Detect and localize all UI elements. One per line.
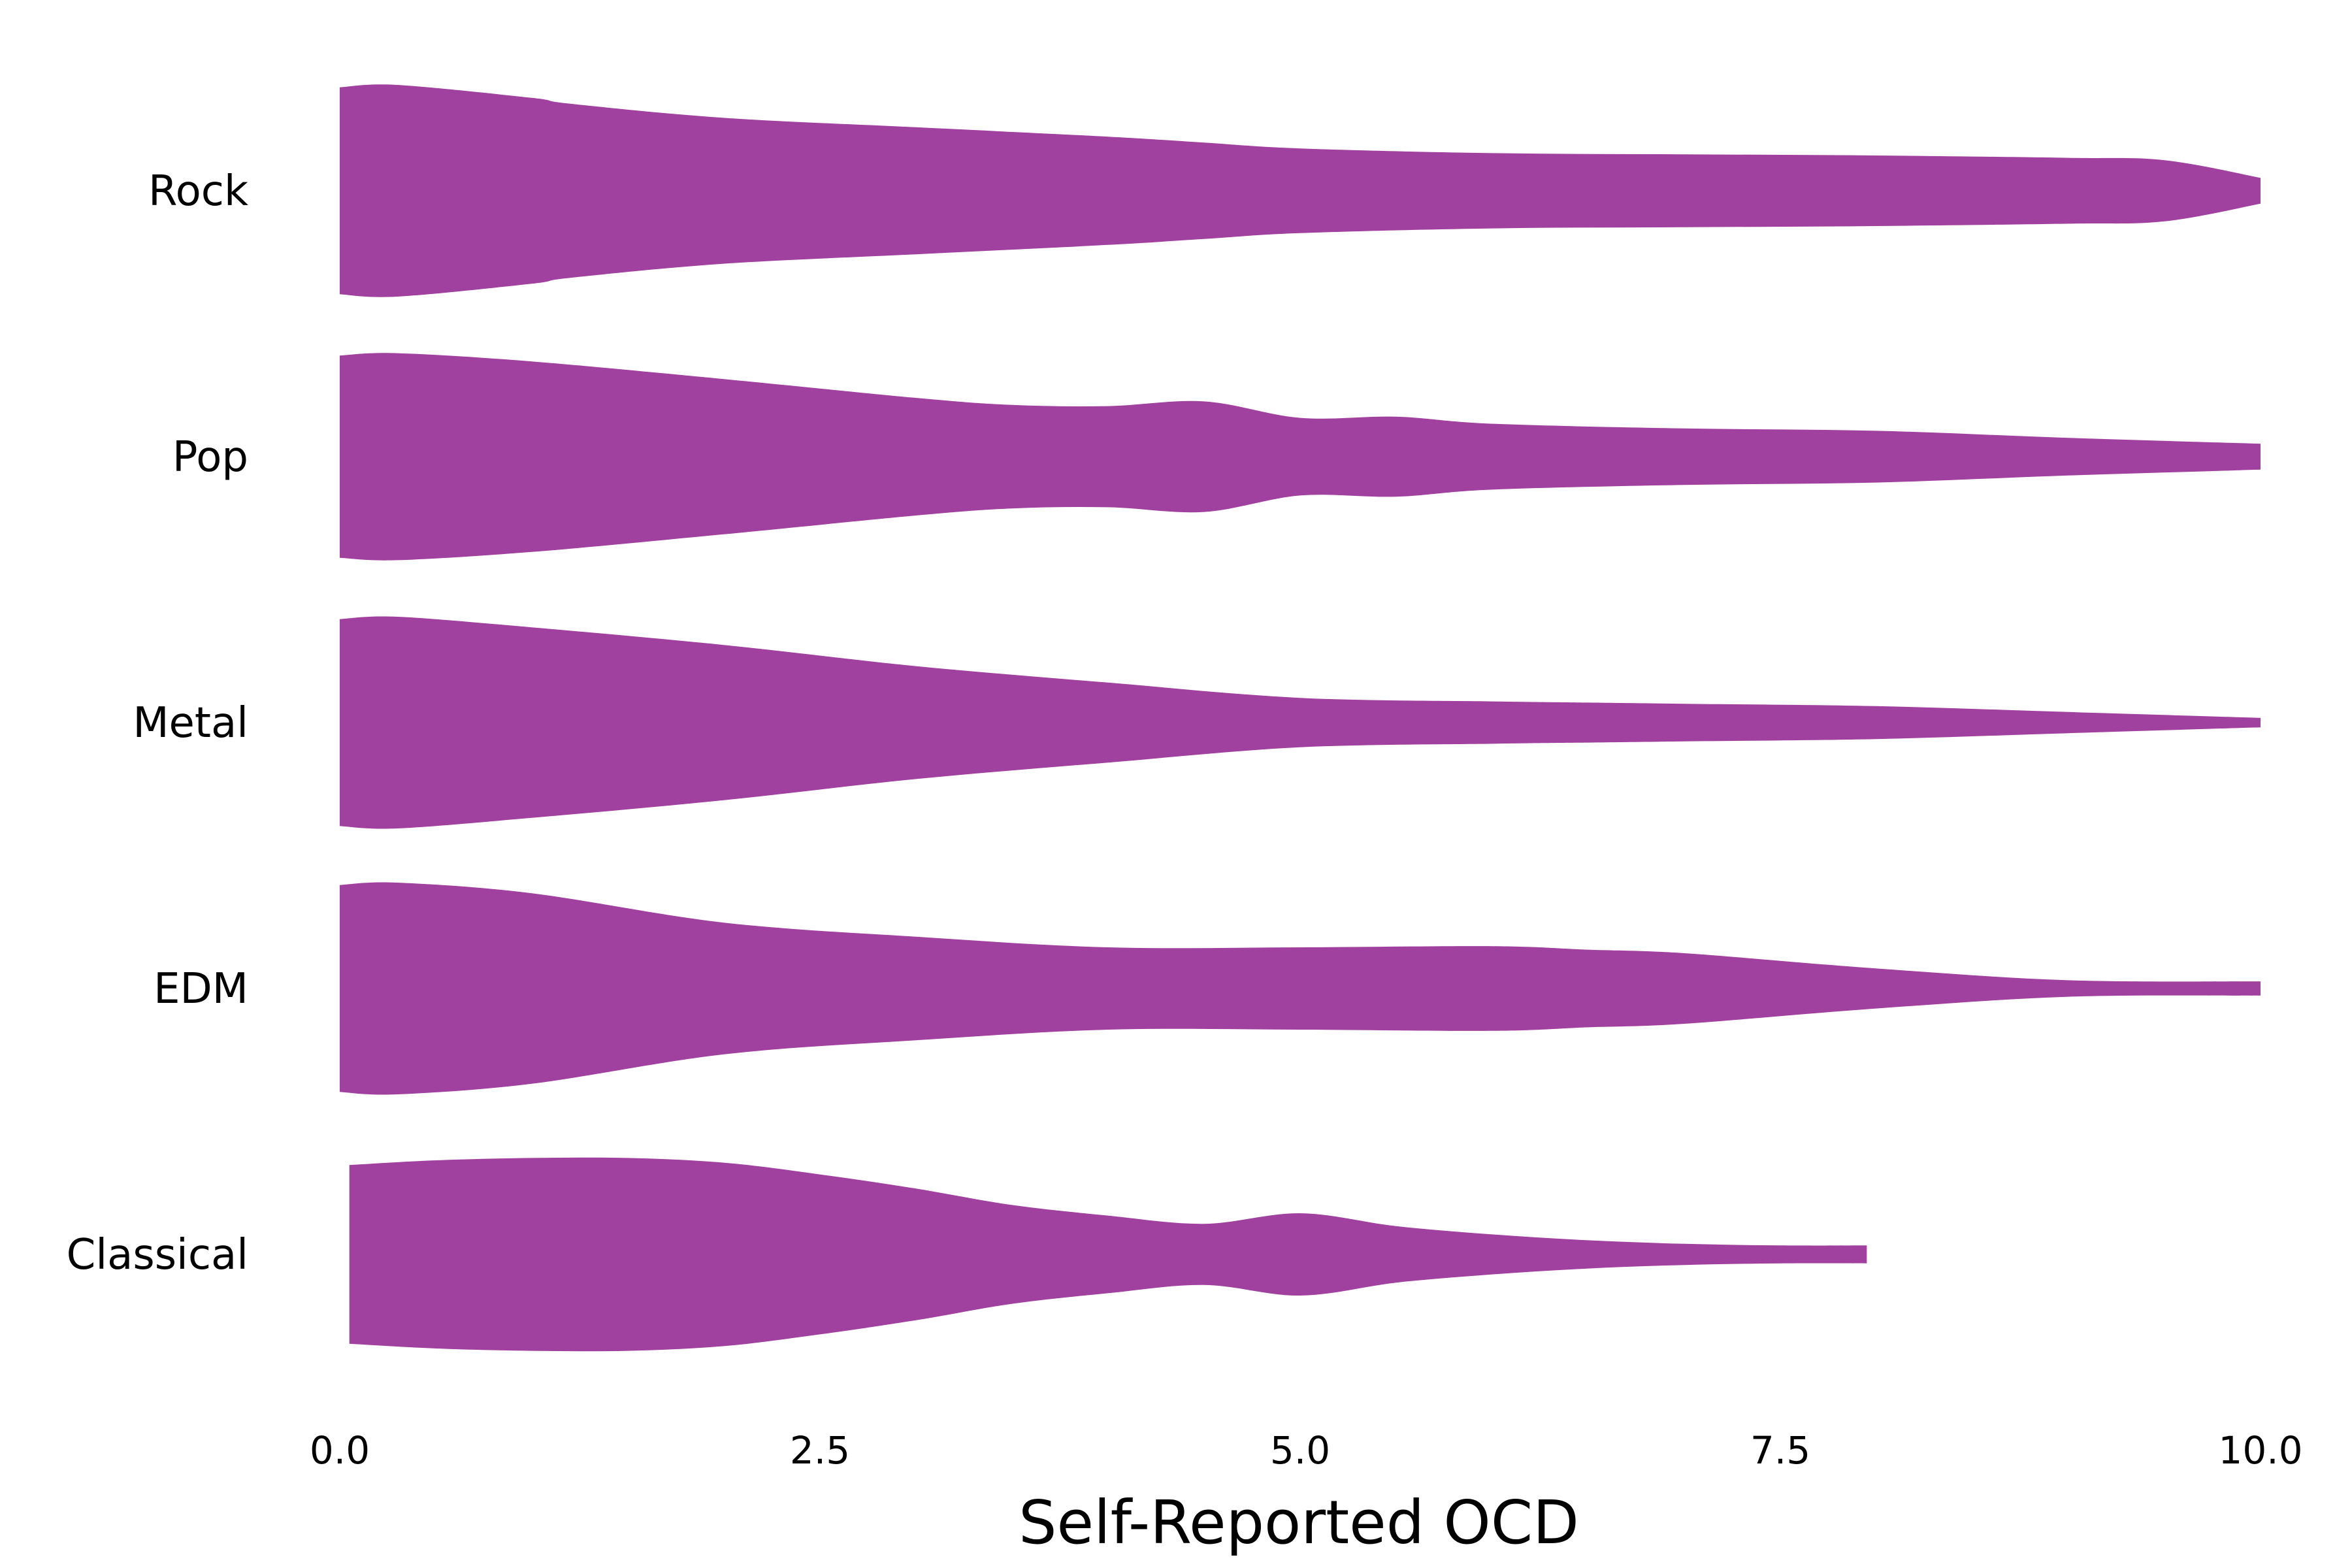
x-tick-label: 7.5 bbox=[1750, 1428, 1810, 1473]
x-tick-label: 0.0 bbox=[310, 1428, 370, 1473]
category-label-metal: Metal bbox=[133, 699, 248, 747]
category-label-pop: Pop bbox=[172, 433, 248, 482]
x-tick-label: 5.0 bbox=[1270, 1428, 1330, 1473]
x-tick-label: 10.0 bbox=[2218, 1428, 2302, 1473]
violin-pop bbox=[340, 353, 2261, 561]
x-axis-title: Self-Reported OCD bbox=[1019, 1488, 1579, 1558]
x-tick-label: 2.5 bbox=[790, 1428, 850, 1473]
violin-edm bbox=[340, 882, 2261, 1095]
violin-metal bbox=[340, 616, 2261, 829]
violin-rock bbox=[340, 84, 2261, 297]
category-label-edm: EDM bbox=[154, 965, 248, 1013]
category-label-group: Rock Pop Metal EDM Classical bbox=[67, 167, 248, 1279]
category-label-classical: Classical bbox=[67, 1231, 248, 1279]
x-tick-label-group: 0.0 2.5 5.0 7.5 10.0 bbox=[310, 1428, 2303, 1473]
category-label-rock: Rock bbox=[148, 167, 248, 216]
violin-classical bbox=[349, 1157, 1867, 1352]
violin-group bbox=[340, 84, 2261, 1352]
